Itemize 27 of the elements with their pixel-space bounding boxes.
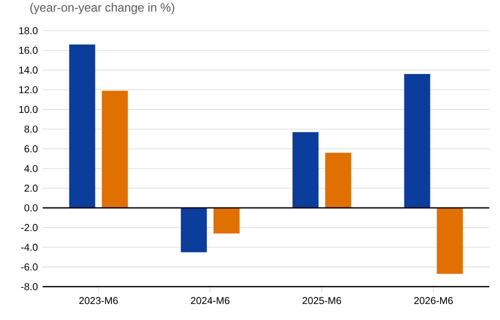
y-tick-label: -8.0: [21, 283, 38, 290]
y-tick-label: -6.0: [21, 263, 38, 271]
bar: [404, 74, 430, 208]
y-tick-label: 4.0: [24, 164, 38, 172]
bar: [69, 44, 96, 208]
y-tick-label: 16.0: [19, 46, 38, 54]
x-tick-label: 2025-M6: [302, 297, 342, 304]
bar: [292, 132, 318, 208]
bar: [180, 208, 207, 252]
bar: [102, 90, 128, 208]
y-tick-label: 10.0: [19, 106, 38, 113]
y-tick-label: 18.0: [19, 27, 38, 34]
y-tick-label: 14.0: [19, 66, 38, 74]
chart-subtitle: (year-on-year change in %): [30, 2, 174, 14]
y-tick-label: -2.0: [21, 224, 38, 232]
x-tick-label: 2024-M6: [190, 297, 230, 304]
bar: [214, 208, 240, 234]
y-tick-label: 0.0: [24, 204, 38, 212]
bar: [325, 152, 352, 208]
x-tick-label: 2023-M6: [79, 297, 118, 304]
bar: [436, 208, 463, 274]
y-tick-label: 8.0: [24, 126, 38, 133]
y-tick-label: -4.0: [21, 244, 38, 251]
y-tick-label: 12.0: [19, 86, 38, 94]
y-tick-label: 2.0: [24, 184, 38, 192]
y-tick-label: 6.0: [24, 145, 38, 152]
x-tick-label: 2026-M6: [414, 297, 453, 304]
